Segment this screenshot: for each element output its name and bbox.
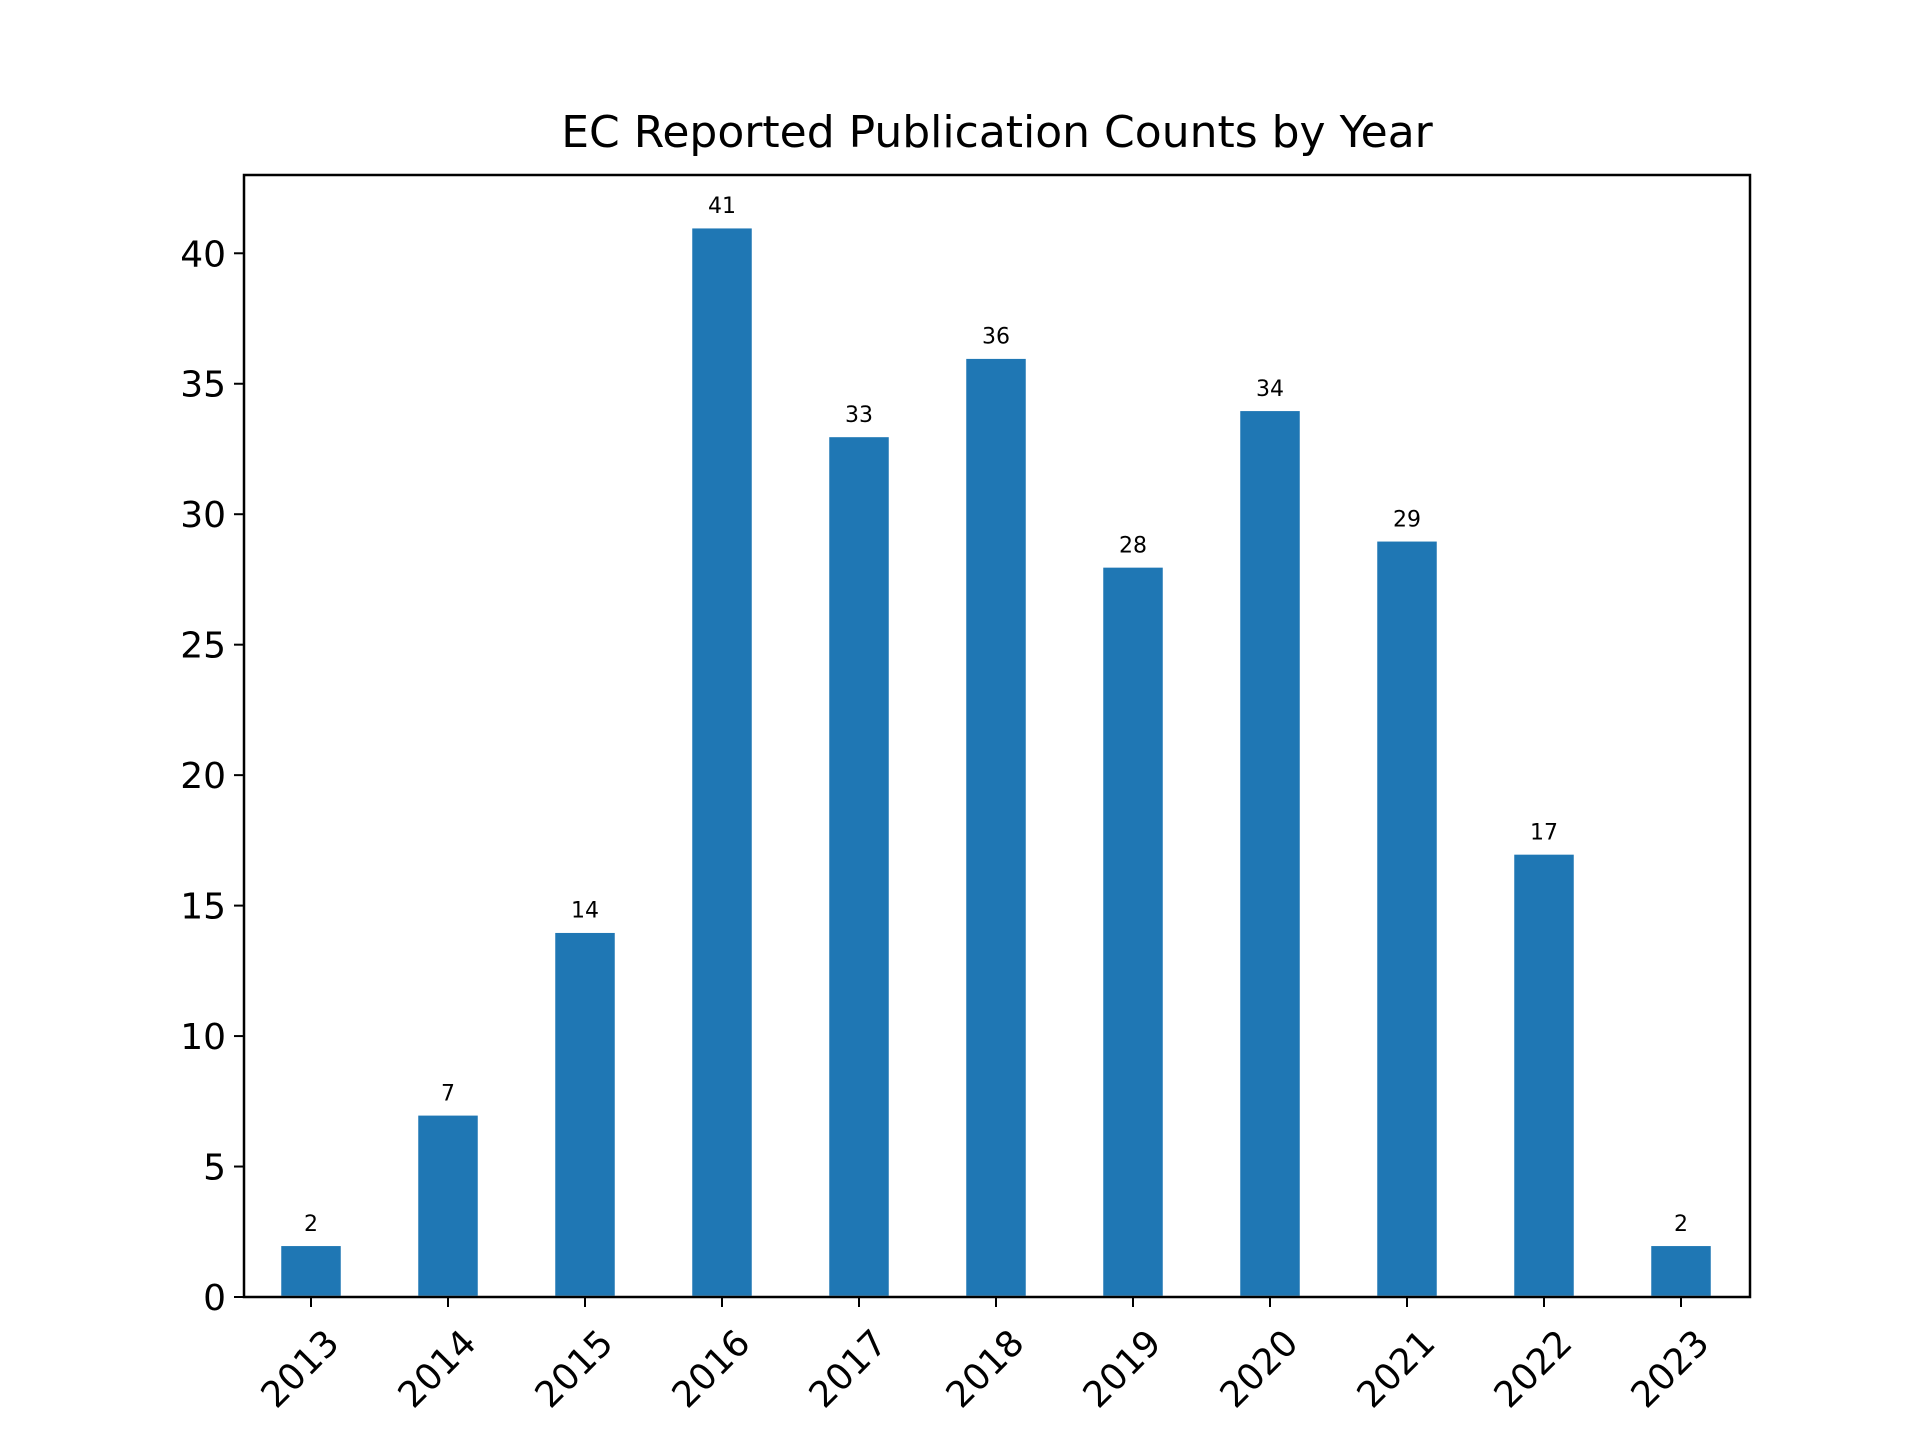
x-tick-label-2014: 2014 bbox=[391, 1322, 485, 1416]
bar-2023 bbox=[1648, 1243, 1714, 1299]
chart-title: EC Reported Publication Counts by Year bbox=[561, 107, 1433, 158]
y-tick-label: 40 bbox=[180, 234, 226, 275]
bar-label-2023: 2 bbox=[1674, 1212, 1688, 1237]
bar-label-2016: 41 bbox=[708, 194, 736, 219]
bar-label-2021: 29 bbox=[1393, 507, 1421, 532]
y-tick-label: 15 bbox=[180, 887, 226, 928]
x-tick-label-2013: 2013 bbox=[254, 1322, 348, 1416]
y-tick-label: 35 bbox=[180, 365, 226, 406]
x-tick-label-2017: 2017 bbox=[802, 1322, 896, 1416]
bar-2013 bbox=[278, 1243, 344, 1299]
bar-label-2017: 33 bbox=[845, 403, 873, 428]
bar-2019 bbox=[1100, 565, 1166, 1299]
bars-layer bbox=[278, 225, 1714, 1299]
bar-labels-layer: 2 7 14 41 33 36 28 34 29 17 2 bbox=[304, 194, 1688, 1237]
bar-2017 bbox=[826, 434, 892, 1299]
bar-label-2014: 7 bbox=[441, 1081, 455, 1106]
x-tick-label-2016: 2016 bbox=[665, 1322, 759, 1416]
y-tick-label: 5 bbox=[203, 1148, 226, 1189]
x-tick-label-2015: 2015 bbox=[528, 1322, 622, 1416]
x-tick-label-2022: 2022 bbox=[1487, 1322, 1581, 1416]
bar-2018 bbox=[963, 356, 1029, 1299]
bar-label-2018: 36 bbox=[982, 325, 1010, 350]
x-tick-label-2019: 2019 bbox=[1076, 1322, 1170, 1416]
x-tick-label-2018: 2018 bbox=[939, 1322, 1033, 1416]
bar-2021 bbox=[1374, 539, 1440, 1299]
bar-label-2022: 17 bbox=[1530, 820, 1558, 845]
y-tick-label: 30 bbox=[180, 495, 226, 536]
y-tick-label: 25 bbox=[180, 626, 226, 667]
bar-label-2020: 34 bbox=[1256, 377, 1284, 402]
bar-label-2019: 28 bbox=[1119, 533, 1147, 558]
bar-2016 bbox=[689, 225, 755, 1299]
plot-frame bbox=[242, 173, 1752, 1299]
y-tick-label: 10 bbox=[180, 1017, 226, 1058]
y-tick-label: 0 bbox=[203, 1278, 226, 1319]
x-tick-label-2021: 2021 bbox=[1350, 1322, 1444, 1416]
y-axis: 0 5 10 15 20 25 30 35 40 bbox=[180, 234, 244, 1319]
x-axis: 2013 2014 2015 2016 2017 2018 2019 2020 2021 2022… bbox=[254, 1297, 1718, 1416]
bar-label-2015: 14 bbox=[571, 899, 599, 924]
x-tick-label-2023: 2023 bbox=[1624, 1322, 1718, 1416]
bar-2022 bbox=[1511, 852, 1577, 1299]
bar-2015 bbox=[552, 930, 618, 1299]
bar-2020 bbox=[1237, 408, 1303, 1299]
bar-2014 bbox=[415, 1113, 481, 1299]
x-tick-label-2020: 2020 bbox=[1213, 1322, 1307, 1416]
y-tick-label: 20 bbox=[180, 756, 226, 797]
bar-label-2013: 2 bbox=[304, 1212, 318, 1237]
